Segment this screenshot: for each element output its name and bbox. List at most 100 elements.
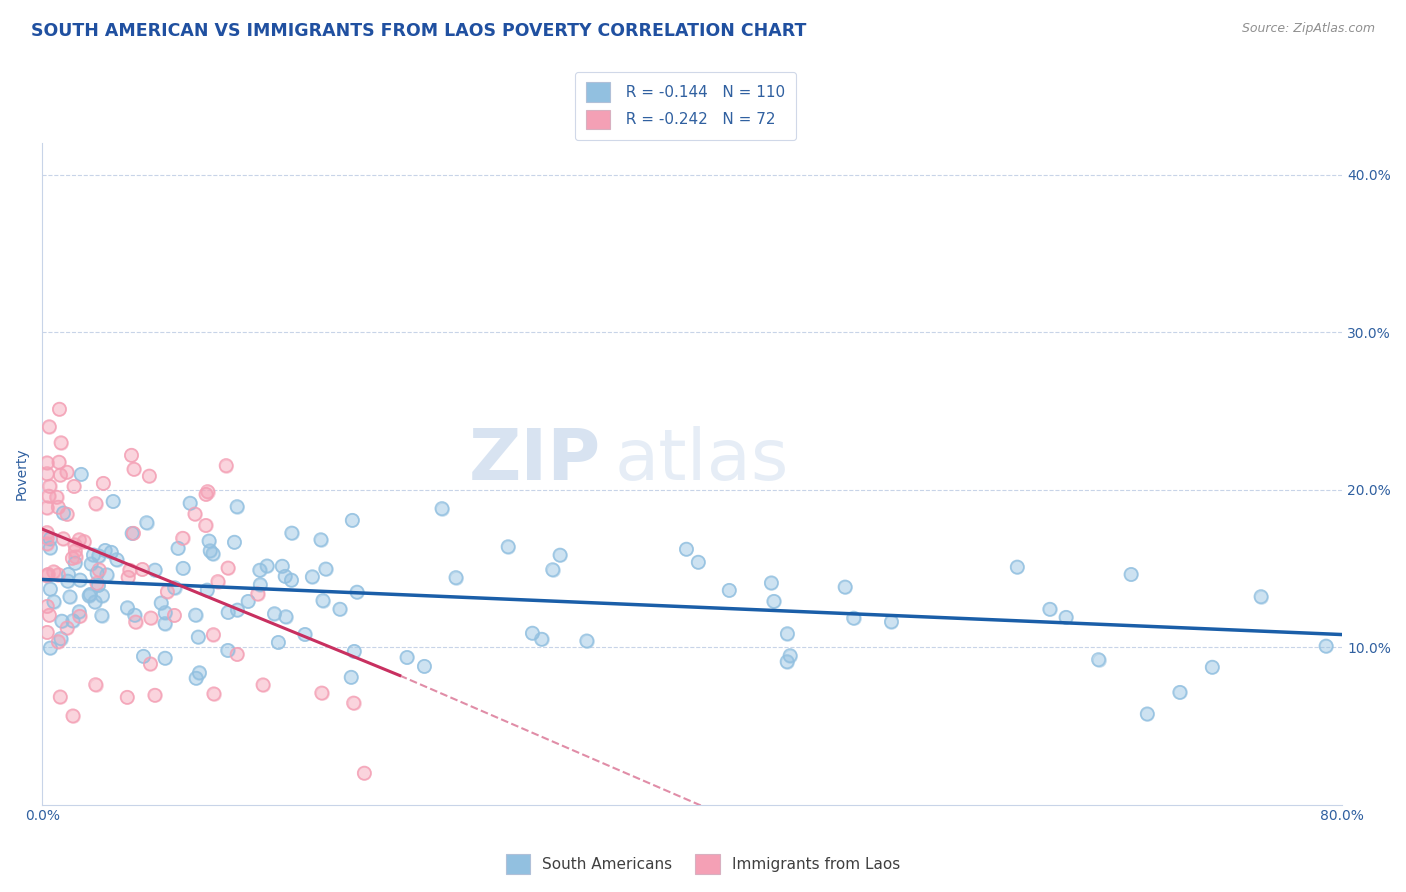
Point bbox=[184, 671, 207, 685]
Point bbox=[73, 534, 96, 549]
Point bbox=[39, 582, 62, 596]
Point bbox=[35, 467, 58, 481]
Point bbox=[271, 559, 294, 574]
Point bbox=[132, 649, 155, 664]
Point bbox=[184, 671, 207, 685]
Point bbox=[236, 594, 259, 608]
Point bbox=[280, 573, 302, 587]
Point bbox=[35, 456, 58, 470]
Point bbox=[49, 690, 72, 704]
Point bbox=[38, 479, 60, 493]
Point bbox=[249, 577, 271, 591]
Point bbox=[688, 555, 710, 569]
Point bbox=[90, 608, 112, 623]
Point bbox=[153, 616, 176, 631]
Point bbox=[56, 621, 79, 635]
Point bbox=[42, 594, 65, 608]
Point bbox=[35, 467, 58, 481]
Legend:   R = -0.144   N = 110,   R = -0.242   N = 72: R = -0.144 N = 110, R = -0.242 N = 72 bbox=[575, 71, 796, 140]
Point bbox=[56, 465, 79, 479]
Point bbox=[1201, 660, 1223, 674]
Point bbox=[315, 562, 337, 576]
Point bbox=[94, 543, 117, 558]
Point bbox=[496, 540, 519, 554]
Point bbox=[38, 489, 60, 503]
Point bbox=[184, 507, 207, 521]
Point bbox=[252, 678, 274, 692]
Point bbox=[226, 500, 249, 514]
Point bbox=[187, 630, 209, 644]
Point bbox=[65, 549, 87, 564]
Point bbox=[49, 435, 72, 450]
Point bbox=[444, 570, 467, 584]
Point bbox=[217, 561, 239, 575]
Point bbox=[263, 607, 285, 621]
Point bbox=[194, 518, 217, 533]
Point bbox=[37, 567, 59, 582]
Point bbox=[58, 567, 80, 582]
Point bbox=[153, 651, 176, 665]
Point bbox=[38, 419, 60, 434]
Point bbox=[1054, 610, 1077, 624]
Point bbox=[86, 566, 108, 581]
Point bbox=[105, 552, 128, 566]
Point bbox=[280, 526, 302, 541]
Point bbox=[35, 531, 58, 545]
Point bbox=[395, 650, 418, 665]
Point bbox=[779, 648, 801, 663]
Point bbox=[84, 496, 107, 510]
Point bbox=[65, 543, 87, 558]
Point bbox=[46, 500, 69, 515]
Point bbox=[122, 526, 145, 541]
Point bbox=[226, 500, 249, 514]
Point bbox=[217, 643, 239, 657]
Point bbox=[49, 468, 72, 483]
Point bbox=[35, 625, 58, 640]
Point bbox=[1201, 660, 1223, 674]
Point bbox=[138, 469, 160, 483]
Point bbox=[309, 533, 332, 547]
Point bbox=[197, 484, 219, 499]
Point bbox=[198, 533, 221, 548]
Point bbox=[69, 609, 91, 624]
Point bbox=[311, 686, 333, 700]
Point bbox=[100, 545, 122, 559]
Point bbox=[56, 508, 79, 522]
Point bbox=[202, 687, 225, 701]
Point bbox=[118, 563, 141, 577]
Point bbox=[184, 608, 207, 623]
Legend: South Americans, Immigrants from Laos: South Americans, Immigrants from Laos bbox=[499, 848, 907, 880]
Point bbox=[575, 634, 598, 648]
Point bbox=[413, 659, 436, 673]
Point bbox=[135, 516, 157, 530]
Point bbox=[49, 690, 72, 704]
Point bbox=[530, 632, 553, 647]
Point bbox=[84, 678, 107, 692]
Point bbox=[35, 531, 58, 545]
Point bbox=[135, 516, 157, 530]
Point bbox=[842, 611, 865, 625]
Point bbox=[187, 630, 209, 644]
Point bbox=[541, 563, 564, 577]
Point bbox=[132, 649, 155, 664]
Point bbox=[198, 543, 221, 558]
Point bbox=[353, 766, 375, 780]
Point bbox=[167, 541, 190, 556]
Point bbox=[246, 587, 269, 601]
Point bbox=[39, 640, 62, 655]
Point bbox=[38, 479, 60, 493]
Point bbox=[1168, 685, 1191, 699]
Point bbox=[35, 568, 58, 582]
Point bbox=[79, 587, 101, 601]
Point bbox=[84, 595, 107, 609]
Point bbox=[143, 563, 166, 577]
Point bbox=[52, 506, 75, 520]
Point bbox=[52, 532, 75, 546]
Point bbox=[56, 465, 79, 479]
Point bbox=[153, 616, 176, 631]
Point bbox=[762, 594, 785, 608]
Point bbox=[311, 686, 333, 700]
Point bbox=[1039, 602, 1062, 616]
Point bbox=[761, 575, 783, 590]
Point bbox=[163, 581, 186, 595]
